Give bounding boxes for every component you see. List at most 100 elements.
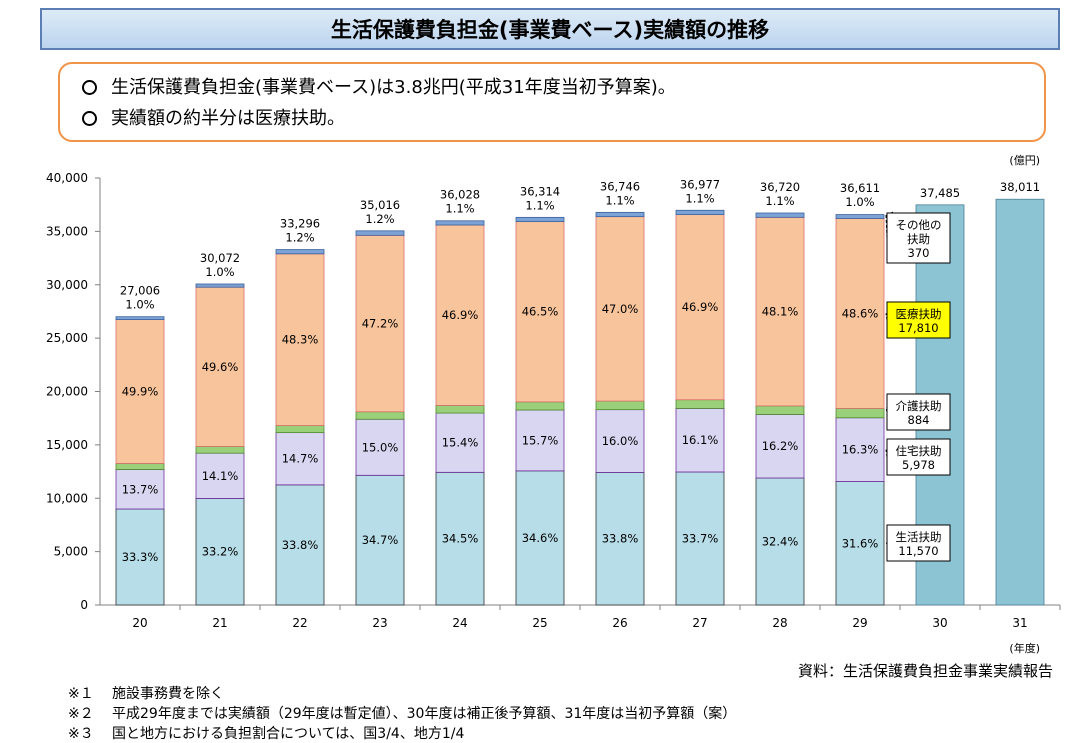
x-tick-label: 31 (1012, 616, 1027, 630)
data-label: 48.1% (762, 305, 799, 319)
legend-callout-value: 884 (908, 413, 930, 427)
data-label: 33.3% (122, 550, 159, 564)
bar-segment (836, 408, 884, 417)
data-label: 14.1% (202, 469, 239, 483)
data-label: 1.1% (685, 191, 714, 205)
legend-callout-label: その他の (896, 218, 942, 232)
total-label: 36,746 (600, 180, 640, 194)
y-tick-label: 40,000 (46, 171, 88, 185)
legend-callout-label: 生活扶助 (896, 530, 942, 544)
data-label: 33.8% (602, 532, 639, 546)
footnote-text: 国と地方における負担割合については、国3/4、地方1/4 (112, 726, 464, 742)
data-label: 16.2% (762, 439, 799, 453)
data-label: 48.3% (282, 333, 319, 347)
y-tick-label: 15,000 (46, 438, 88, 452)
source-note: 資料：生活保護費負担金事業実績報告 (798, 660, 1053, 681)
data-label: 34.6% (522, 531, 559, 545)
legend-callout-label: 扶助 (907, 232, 930, 246)
total-label: 36,028 (440, 187, 480, 201)
x-tick-label: 27 (692, 616, 707, 630)
x-tick-label: 29 (852, 616, 867, 630)
bar-segment (116, 317, 164, 320)
y-tick-label: 20,000 (46, 385, 88, 399)
legend-callout-label: 住宅扶助 (896, 444, 942, 458)
bar-segment (516, 402, 564, 410)
data-label: 1.1% (445, 201, 474, 215)
total-label: 33,296 (280, 217, 320, 231)
legend-callout-value: 11,570 (898, 544, 938, 558)
x-tick-label: 30 (932, 616, 947, 630)
bar-segment (436, 221, 484, 225)
bar-segment (196, 446, 244, 453)
data-label: 33.7% (682, 531, 719, 545)
legend-callout-value: 17,810 (898, 321, 938, 335)
data-label: 1.1% (525, 198, 554, 212)
data-label: 16.0% (602, 434, 639, 448)
y-tick-label: 30,000 (46, 278, 88, 292)
data-label: 49.9% (122, 385, 159, 399)
bar-segment (756, 406, 804, 415)
data-label: 1.0% (845, 195, 874, 209)
data-label: 34.5% (442, 532, 479, 546)
x-tick-label: 21 (212, 616, 227, 630)
bar-segment (596, 401, 644, 410)
bar-segment (436, 405, 484, 413)
data-label: 46.9% (442, 308, 479, 322)
data-label: 1.0% (125, 298, 154, 312)
data-label: 32.4% (762, 534, 799, 548)
x-tick-label: 20 (132, 616, 147, 630)
x-tick-label: 22 (292, 616, 307, 630)
y-tick-label: 35,000 (46, 224, 88, 238)
data-label: 48.6% (842, 306, 879, 320)
data-label: 14.7% (282, 452, 319, 466)
y-tick-label: 25,000 (46, 331, 88, 345)
x-unit-label: (年度) (1009, 641, 1040, 655)
bar-segment (276, 250, 324, 254)
legend-callout-label: 介護扶助 (896, 399, 942, 413)
total-label: 36,720 (760, 180, 800, 194)
total-label: 36,977 (680, 177, 720, 191)
bar-segment (676, 210, 724, 214)
data-label: 46.5% (522, 305, 559, 319)
y-tick-label: 5,000 (54, 545, 88, 559)
x-tick-label: 24 (452, 616, 467, 630)
footnote-mark: ※２ (68, 703, 112, 723)
data-label: 1.2% (365, 212, 394, 226)
data-label: 49.6% (202, 360, 239, 374)
x-tick-label: 28 (772, 616, 787, 630)
bar-segment (836, 215, 884, 219)
total-label: 36,611 (840, 181, 880, 195)
data-label: 15.7% (522, 433, 559, 447)
data-label: 15.0% (362, 440, 399, 454)
data-label: 34.7% (362, 533, 399, 547)
data-label: 1.2% (285, 231, 314, 245)
total-label: 35,016 (360, 198, 400, 212)
footnote-text: 平成29年度までは実績額（29年度は暫定値）、30年度は補正後予算額、31年度は… (112, 706, 736, 722)
total-label: 36,314 (520, 184, 560, 198)
total-label: 30,072 (200, 251, 240, 265)
legend-callout-label: 医療扶助 (896, 307, 942, 321)
bar-segment (116, 463, 164, 469)
bar-segment (276, 426, 324, 433)
data-label: 1.0% (205, 265, 234, 279)
total-label: 37,485 (920, 186, 960, 200)
data-label: 46.9% (682, 300, 719, 314)
y-tick-label: 0 (80, 598, 88, 612)
x-tick-label: 26 (612, 616, 627, 630)
bar-total (996, 199, 1044, 605)
total-label: 27,006 (120, 284, 160, 298)
data-label: 15.4% (442, 436, 479, 450)
data-label: 33.2% (202, 545, 239, 559)
legend-callout-value: 370 (908, 246, 930, 260)
bar-segment (356, 412, 404, 419)
data-label: 33.8% (282, 538, 319, 552)
data-label: 16.1% (682, 433, 719, 447)
data-label: 13.7% (122, 482, 159, 496)
bar-segment (516, 217, 564, 221)
y-unit-label: (億円) (1009, 154, 1040, 167)
legend-callout-value: 5,978 (902, 458, 935, 472)
footnote-text: 施設事務費を除く (112, 686, 224, 702)
bar-segment (756, 213, 804, 217)
